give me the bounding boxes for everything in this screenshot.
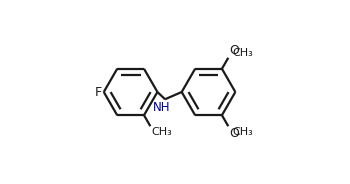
Text: O: O [229,127,239,140]
Text: O: O [229,44,239,57]
Text: F: F [94,86,101,98]
Text: CH₃: CH₃ [232,48,253,58]
Text: CH₃: CH₃ [151,127,172,137]
Text: NH: NH [153,101,170,114]
Text: CH₃: CH₃ [232,128,253,137]
